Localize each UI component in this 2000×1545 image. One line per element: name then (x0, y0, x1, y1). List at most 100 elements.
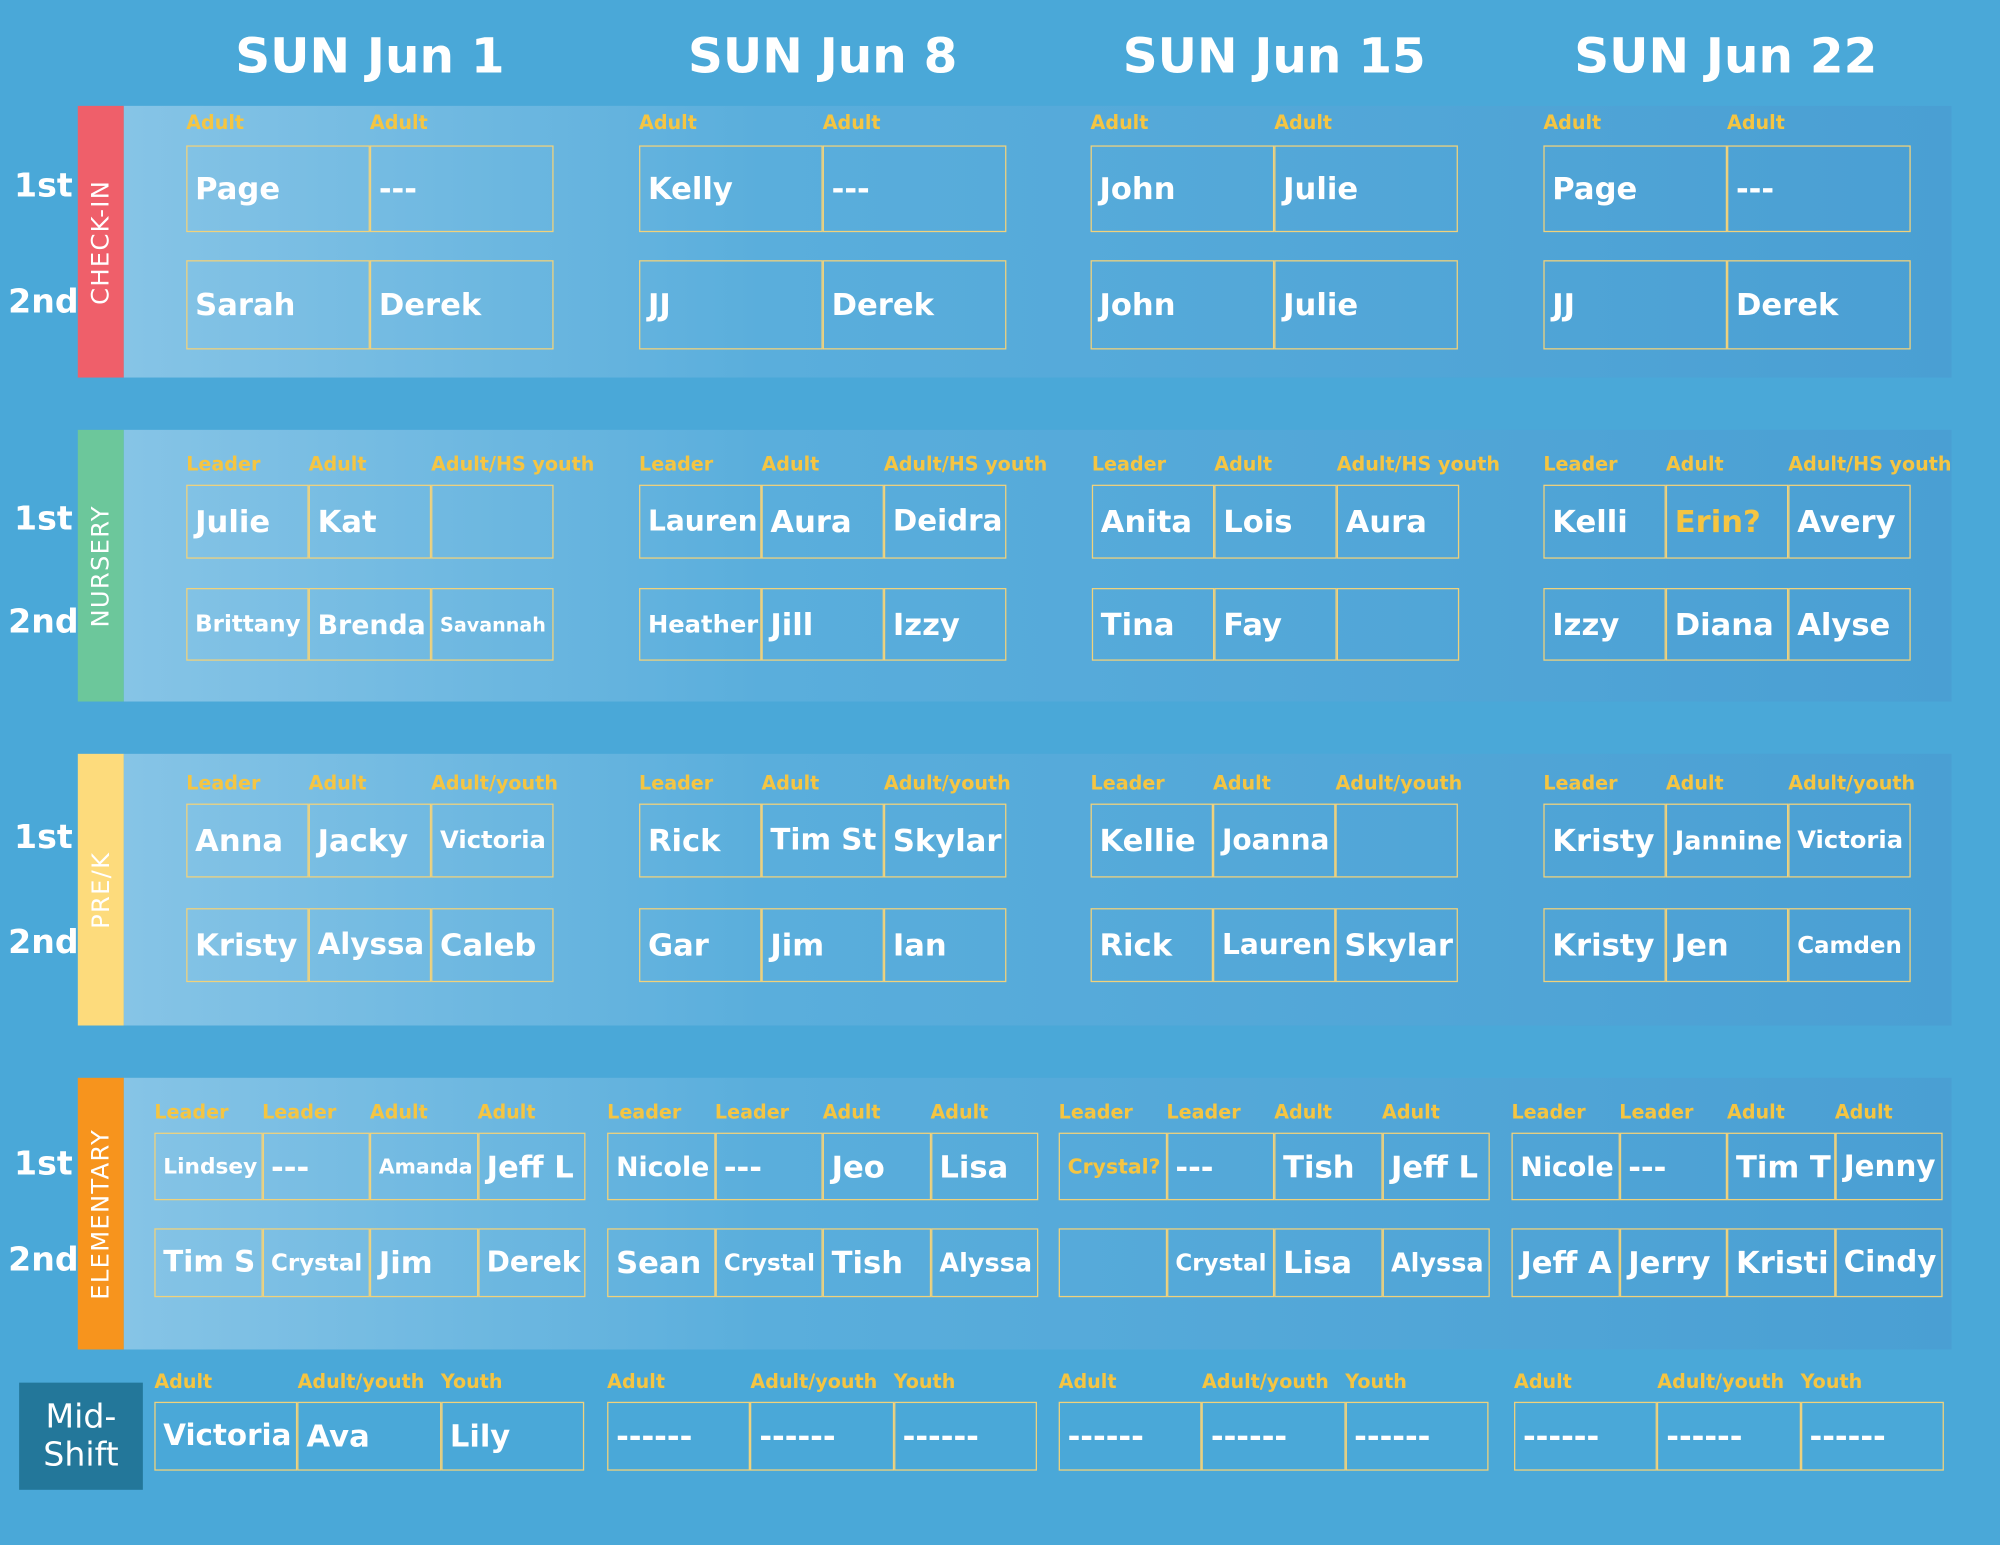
name-text: Lisa (1283, 1244, 1353, 1281)
name-text: Fay (1223, 606, 1283, 643)
name-cell: Gar (639, 908, 762, 983)
name-cell: Jeff A (1511, 1228, 1620, 1298)
name-text: Diana (1674, 606, 1774, 643)
name-cell: Julie (186, 484, 309, 559)
role-label: Adult/youth (297, 1369, 425, 1393)
name-cell: Jeff L (477, 1132, 586, 1201)
name-text: Kellie (1099, 822, 1196, 859)
role-label: Leader (1543, 771, 1618, 795)
midshift-label: Mid- Shift (19, 1382, 143, 1490)
name-cell: John (1090, 145, 1275, 233)
role-label: Youth (1800, 1369, 1863, 1393)
section-label: NURSERY (86, 504, 115, 627)
name-text: Aura (770, 503, 852, 540)
name-cell: Erin? (1665, 484, 1789, 559)
name-cell: Nicole (607, 1132, 715, 1201)
name-text: Julie (195, 503, 271, 540)
name-cell: Julie (1274, 145, 1458, 233)
name-cell: Kristy (186, 908, 309, 983)
name-text: Anna (195, 822, 284, 859)
name-cell: Izzy (1543, 588, 1666, 661)
name-cell: Avery (1788, 484, 1911, 559)
name-cell: Rick (639, 803, 762, 878)
name-text: Page (1552, 170, 1638, 207)
name-cell: Jenny (1834, 1132, 1943, 1201)
name-cell: Jeff L (1382, 1132, 1490, 1201)
name-cell: Lily (440, 1401, 585, 1471)
role-label: Adult/youth (1788, 771, 1916, 795)
name-text: Victoria (163, 1419, 292, 1453)
name-cell: Savannah (431, 588, 554, 661)
name-text: Sean (616, 1244, 702, 1281)
name-text: Anita (1100, 503, 1193, 540)
name-text: Erin? (1674, 503, 1761, 540)
name-cell (1058, 1228, 1167, 1298)
name-text: Alyssa (317, 928, 425, 962)
name-cell: Victoria (1788, 803, 1911, 878)
service-label: 2nd (8, 923, 79, 962)
name-cell: Page (186, 145, 370, 233)
name-cell: Victoria (154, 1401, 298, 1471)
name-cell: JJ (639, 260, 823, 350)
name-cell: Lisa (1274, 1228, 1383, 1298)
name-cell: Brenda (308, 588, 432, 661)
name-text: Alyssa (939, 1247, 1033, 1279)
name-text: Tim T (1735, 1148, 1831, 1185)
name-text: Crystal (271, 1249, 363, 1277)
role-label: Youth (1345, 1369, 1407, 1393)
name-cell: --- (369, 145, 554, 233)
name-cell: Skylar (1335, 908, 1458, 983)
name-text: Avery (1797, 503, 1896, 540)
name-text: Derek (831, 286, 935, 323)
name-cell: Jeo (822, 1132, 931, 1201)
name-cell: Rick (1090, 908, 1214, 983)
name-cell: Kristy (1543, 803, 1666, 878)
name-cell: Lindsey (154, 1132, 263, 1201)
name-cell: Crystal? (1058, 1132, 1167, 1201)
name-text: Brenda (317, 609, 426, 640)
name-cell: Derek (477, 1228, 586, 1298)
role-label: Leader (1058, 1100, 1133, 1124)
name-cell: Crystal (714, 1228, 823, 1298)
role-label: Leader (1166, 1100, 1241, 1124)
role-label: Adult (822, 110, 881, 134)
name-cell: ------ (750, 1401, 894, 1471)
name-text: Jerry (1628, 1244, 1711, 1281)
name-cell: Crystal (1166, 1228, 1275, 1298)
role-label: Leader (186, 771, 261, 795)
name-text: Lindsey (163, 1153, 258, 1180)
section-label: ELEMENTARY (86, 1128, 115, 1300)
role-label: Adult (761, 452, 820, 476)
name-cell: Amanda (369, 1132, 478, 1201)
role-label: Adult (1214, 452, 1273, 476)
role-label: Adult (1727, 1100, 1785, 1124)
name-cell: Jim (761, 908, 884, 983)
name-cell: Camden (1788, 908, 1911, 983)
section-band (123, 753, 1952, 1026)
name-cell: Izzy (883, 588, 1007, 661)
name-cell: Aura (761, 484, 884, 559)
name-text: Alyssa (1390, 1247, 1484, 1279)
name-cell: Lisa (930, 1132, 1039, 1201)
section-tab: PRE/K (77, 753, 124, 1026)
name-text: Jenny (1843, 1149, 1936, 1184)
name-cell: --- (1619, 1132, 1728, 1201)
name-cell: Jannine (1665, 803, 1789, 878)
name-text: Julie (1283, 170, 1359, 207)
role-label: Leader (1090, 771, 1165, 795)
name-cell: Aura (1336, 484, 1460, 559)
date-header: SUN Jun 15 (1122, 28, 1426, 85)
name-cell: ------ (893, 1401, 1037, 1471)
role-label: Adult (1834, 1100, 1893, 1124)
name-cell: Nicole (1511, 1132, 1620, 1201)
name-cell: Joanna (1213, 803, 1336, 878)
name-cell: Alyssa (308, 908, 432, 983)
name-cell: Crystal (262, 1228, 370, 1298)
role-label: Adult (369, 110, 428, 134)
name-cell: Kat (308, 484, 432, 559)
name-text: Jacky (317, 822, 409, 859)
name-cell: Derek (369, 260, 554, 350)
role-label: Youth (893, 1369, 956, 1393)
name-cell: Lois (1214, 484, 1337, 559)
role-label: Leader (262, 1100, 337, 1124)
